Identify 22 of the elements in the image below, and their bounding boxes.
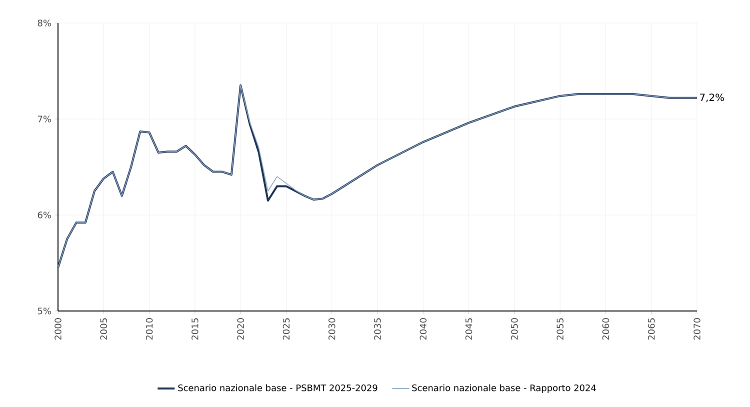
x-tick-label: 2060: [602, 318, 610, 340]
y-tick-label: 8%: [38, 20, 51, 26]
x-tick-label: 2030: [328, 318, 336, 340]
x-tick-label: 2065: [648, 318, 655, 340]
x-tick-label: 2070: [694, 318, 700, 340]
y-tick-label: 5%: [38, 308, 51, 314]
x-tick-label: 2045: [465, 318, 472, 340]
x-tick-label: 2040: [420, 318, 427, 340]
annotation: 7,2%: [700, 94, 724, 102]
x-tick-label: 2050: [511, 318, 518, 340]
x-tick-label: 2055: [556, 318, 564, 340]
x-tick-label: 2025: [282, 318, 290, 340]
x-tick-label: 2010: [146, 318, 153, 340]
x-tick-label: 2015: [192, 318, 198, 340]
legend-label: Scenario nazionale base - PSBMT 2025-2029: [178, 384, 378, 392]
legend-label: Scenario nazionale base - Rapporto 2024: [412, 384, 596, 393]
x-tick-label: 2035: [374, 318, 381, 340]
x-tick-label: 2005: [100, 318, 108, 340]
x-tick-label: 2000: [54, 318, 62, 340]
y-tick-label: 7%: [38, 116, 51, 122]
x-tick-label: 2020: [237, 318, 244, 340]
y-tick-label: 6%: [38, 212, 51, 218]
